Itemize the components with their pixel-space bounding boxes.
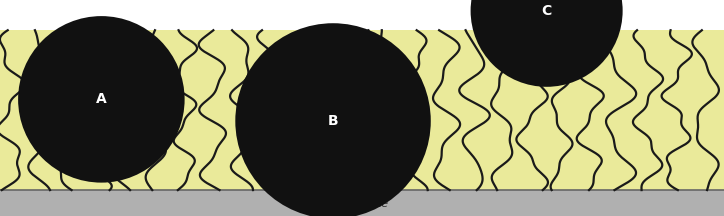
Ellipse shape bbox=[18, 16, 185, 183]
Text: Substrate: Substrate bbox=[335, 199, 389, 209]
Bar bbox=[0, 0, 724, 30]
Text: C: C bbox=[542, 4, 552, 18]
Ellipse shape bbox=[471, 0, 623, 87]
Text: A: A bbox=[96, 92, 106, 106]
Bar bbox=[0, 0, 724, 190]
Ellipse shape bbox=[235, 23, 431, 216]
Text: B: B bbox=[328, 114, 338, 128]
Bar bbox=[0, 190, 724, 216]
